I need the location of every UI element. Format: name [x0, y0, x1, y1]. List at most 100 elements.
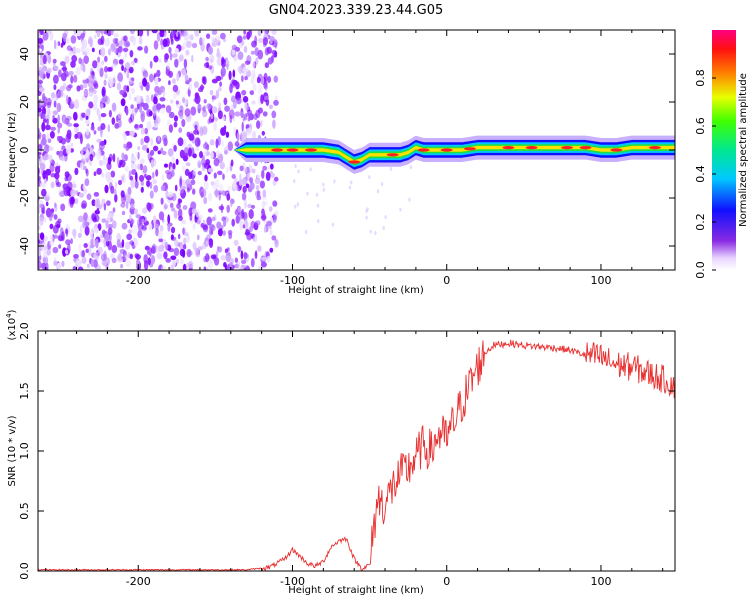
spectrogram-noise-speckle	[169, 202, 174, 209]
spectrogram-noise-speckle	[88, 90, 94, 97]
spectrogram-noise-speckle	[131, 169, 137, 175]
spectrogram-noise-speckle	[89, 153, 94, 162]
spectrogram-noise-speckle	[107, 124, 111, 133]
spectrogram-noise-speckle	[94, 198, 101, 209]
spectrogram-noise-speckle	[261, 130, 265, 136]
spectrogram-noise-speckle	[251, 204, 255, 209]
spectrogram-noise-speckle	[257, 84, 263, 95]
spectrogram-noise-speckle	[140, 110, 146, 120]
spectrogram-noise-speckle	[81, 203, 87, 210]
spectrogram-noise-speckle	[53, 39, 57, 50]
spectrogram-noise-speckle	[114, 193, 118, 203]
spectrogram-noise-speckle	[255, 109, 261, 119]
spectrogram-noise-speckle	[246, 127, 252, 136]
colorbar-tick-label: 0.4	[694, 165, 707, 183]
spectrogram-noise-speckle	[197, 246, 204, 251]
spectrogram-noise-speckle	[203, 99, 207, 104]
spectrogram-noise-speckle	[85, 108, 91, 119]
snr-y-scale-factor: (x104)	[5, 309, 18, 340]
spectrogram-noise-speckle	[69, 196, 75, 205]
spectrogram-noise-speckle	[104, 184, 109, 194]
spectrogram-noise-speckle	[199, 151, 203, 159]
spectrogram-noise-speckle	[252, 61, 256, 69]
spectrogram-noise-speckle	[116, 156, 120, 166]
spectrogram-noise-speckle	[202, 224, 208, 230]
spectrogram-noise-speckle	[134, 123, 139, 129]
spectrogram-noise-speckle	[58, 244, 62, 249]
spectrogram-noise-speckle	[55, 220, 61, 228]
spectrogram-noise-speckle	[119, 89, 125, 96]
spectrogram-noise-speckle	[188, 147, 192, 157]
spectrogram-noise-speckle	[123, 85, 128, 92]
spectrogram-noise-speckle	[118, 179, 122, 186]
spectrogram-noise-speckle	[220, 203, 224, 214]
spectrogram-noise-speckle	[197, 170, 202, 176]
spectrogram-noise-speckle	[112, 153, 116, 163]
spectrogram-noise-speckle	[168, 70, 174, 78]
spectrogram-noise-speckle	[146, 30, 150, 37]
spectrogram-noise-speckle	[144, 245, 150, 251]
spectrogram-noise-speckle	[174, 58, 179, 68]
spectrogram-noise-speckle	[181, 165, 187, 172]
spectrogram-noise-speckle	[151, 30, 158, 34]
spectrogram-noise-speckle	[167, 223, 171, 232]
colorbar-ticks: 0.0 0.2 0.4 0.6 0.8	[694, 69, 716, 279]
spectrogram-noise-speckle	[272, 214, 277, 220]
spectrogram-noise-speckle	[53, 64, 59, 71]
spectrogram-x-tick-label: -100	[280, 274, 305, 287]
spectrogram-signal-peak	[561, 146, 573, 150]
spectrogram-noise-speckle	[80, 148, 84, 159]
spectrogram-noise-speckle	[230, 198, 235, 205]
spectrogram-noise-speckle	[184, 74, 189, 82]
spectrogram-noise-speckle	[248, 164, 253, 174]
spectrogram-noise-speckle	[107, 76, 113, 84]
spectrogram-y-tick-label: 40	[18, 47, 31, 61]
spectrogram-noise-speckle	[273, 53, 277, 58]
spectrogram-noise-speckle	[39, 203, 44, 209]
spectrogram-noise-speckle	[245, 218, 248, 224]
spectrogram-noise-speckle	[211, 36, 215, 42]
spectrogram-noise-speckle	[91, 47, 95, 53]
spectrogram-noise-speckle	[171, 156, 176, 163]
spectrogram-noise-speckle	[126, 233, 133, 241]
spectrogram-noise-speckle	[221, 140, 225, 147]
spectrogram-noise-speckle	[41, 188, 47, 197]
snr-x-tick-label: -200	[126, 575, 151, 588]
spectrogram-noise-speckle	[262, 37, 268, 46]
spectrogram-noise-speckle	[111, 63, 118, 68]
spectrogram-noise-speckle	[74, 99, 80, 110]
spectrogram-noise-speckle	[87, 246, 92, 256]
spectrogram-noise-speckle	[38, 206, 41, 214]
spectrogram-noise-speckle	[185, 115, 192, 123]
spectrogram-noise-speckle	[93, 130, 97, 135]
colorbar-gradient	[712, 30, 736, 270]
spectrogram-noise-speckle	[214, 117, 218, 122]
spectrogram-noise-speckle	[149, 190, 154, 199]
spectrogram-noise-speckle	[120, 98, 126, 107]
spectrogram-noise-speckle	[249, 90, 254, 95]
spectrogram-noise-speckle	[152, 171, 155, 179]
spectrogram-noise-speckle	[93, 191, 100, 197]
spectrogram-noise-speckle	[152, 145, 159, 152]
spectrogram-noise-speckle	[179, 259, 184, 265]
spectrogram-noise-speckle	[38, 143, 43, 151]
spectrogram-noise-speckle	[237, 51, 244, 60]
spectrogram-noise-speckle	[173, 210, 178, 219]
spectrogram-noise-speckle	[210, 181, 215, 186]
spectrogram-noise-speckle	[73, 111, 78, 121]
spectrogram-noise-speckle	[200, 191, 204, 198]
spectrogram-noise-speckle	[65, 249, 68, 255]
spectrogram-x-ticks: -200 -100 0 100	[45, 30, 664, 287]
spectrogram-noise-speckle	[237, 261, 241, 268]
spectrogram-noise-speckle	[185, 162, 191, 167]
spectrogram-noise-speckle	[97, 38, 104, 46]
snr-series-line	[38, 339, 675, 571]
spectrogram-noise-speckle	[182, 227, 185, 235]
spectrogram-noise-speckle	[224, 105, 231, 112]
spectrogram-noise-speckle	[167, 148, 174, 157]
spectrogram-noise-speckle	[42, 54, 47, 65]
spectrogram-noise-speckle	[215, 150, 221, 157]
spectrogram-noise-speckle	[123, 35, 128, 42]
spectrogram-noise-speckle	[82, 146, 87, 152]
